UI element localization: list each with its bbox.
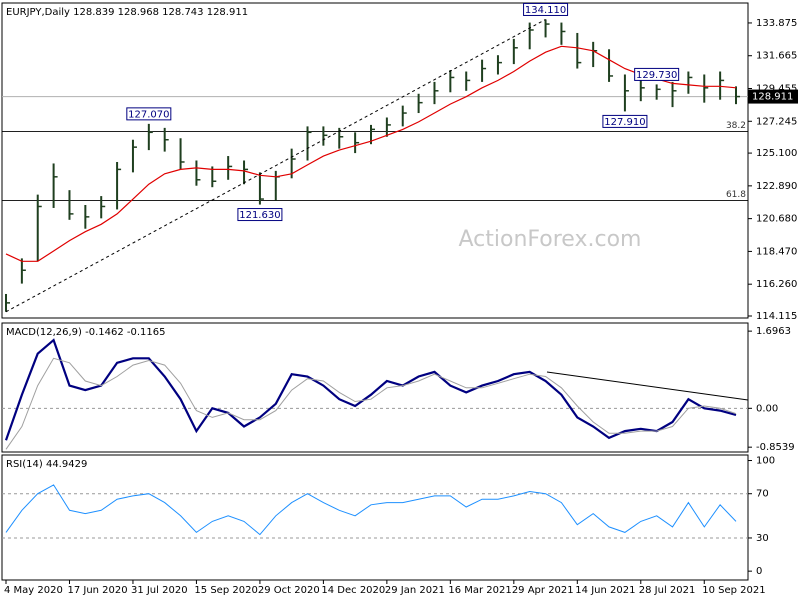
annotation-box [523,2,569,16]
rsi-panel [1,454,749,581]
panel-title: EURJPY,Daily 128.839 128.968 128.743 128… [6,7,248,18]
series-line [5,484,737,536]
y-tick-label: 122.890 [756,181,797,192]
x-tick-label: 28 Jul 2021 [639,585,696,596]
macd-panel [1,322,749,453]
x-tick-label: 29 Oct 2020 [258,585,320,596]
y-tick-label: 1.6963 [756,326,791,337]
trendline [5,19,546,313]
annotation-label: 127.070 [128,109,169,120]
last-price-box [748,89,798,104]
x-tick-label: 29 Jan 2021 [385,585,445,596]
x-tick-label: 10 Sep 2021 [702,585,765,596]
x-tick-label: 15 Sep 2020 [194,585,257,596]
annotation-box [634,67,680,81]
annotation-label: 129.730 [636,70,677,81]
y-tick-label: 127.245 [756,116,797,127]
y-tick-label: 118.470 [756,246,797,257]
y-tick-label: 0 [756,566,762,577]
annotation-box [602,114,648,128]
y-tick-label: 70 [756,489,769,500]
y-tick-label: 125.100 [756,148,797,159]
x-tick-label: 29 Apr 2021 [512,585,574,596]
x-tick-label: 14 Dec 2020 [321,585,385,596]
annotation-box [237,208,283,222]
x-tick-label: 31 Jul 2020 [131,585,188,596]
y-tick-label: -0.8539 [756,442,795,453]
price-panel [1,2,749,319]
x-tick-label: 17 Jun 2020 [67,585,127,596]
series-line [5,357,737,450]
y-tick-label: 100 [756,456,775,467]
y-tick-label: 114.115 [756,311,797,322]
fib-label: 38.2 [726,121,746,131]
x-tick-label: 16 Mar 2021 [448,585,511,596]
y-tick-label: 120.680 [756,214,797,225]
watermark: ActionForex.com [459,227,642,252]
annotation-label: 121.630 [239,210,280,221]
y-tick-label: 30 [756,533,769,544]
x-tick-label: 14 Jun 2021 [575,585,635,596]
panel-title: RSI(14) 44.9429 [6,459,87,470]
annotation-box [126,107,172,121]
annotation-label: 134.110 [525,5,566,16]
annotation-label: 127.910 [604,117,645,128]
y-tick-label: 129.455 [756,83,797,94]
y-tick-label: 0.00 [756,403,778,414]
series-line [4,338,737,441]
y-tick-label: 133.875 [756,18,797,29]
last-price-label: 128.911 [752,92,793,103]
y-tick-label: 131.665 [756,51,797,62]
y-tick-label: 116.260 [756,279,797,290]
fib-label: 61.8 [726,190,746,200]
moving-average [5,45,737,262]
x-tick-label: 4 May 2020 [4,585,63,596]
panel-title: MACD(12,26,9) -0.1462 -0.1165 [6,327,166,338]
macd-trendline [546,371,749,401]
